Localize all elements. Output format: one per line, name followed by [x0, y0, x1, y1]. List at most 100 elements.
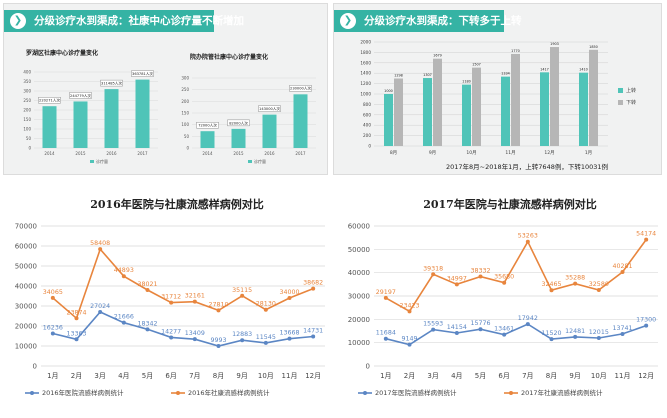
data-point: [263, 340, 268, 345]
data-label: 14731: [303, 328, 323, 335]
data-point: [240, 293, 245, 298]
bar: [589, 49, 598, 146]
data-label: 13461: [494, 326, 514, 333]
data-label: 1850: [589, 45, 598, 49]
bar: [550, 47, 559, 146]
data-label: 9993: [210, 337, 226, 344]
data-label-box: [100, 79, 123, 87]
chart-luohu: 0 50 100 150 200 250 300 350 400 220271人次 2014 2447…: [23, 70, 158, 164]
y-tick-label: 0: [33, 363, 37, 371]
data-point: [431, 272, 436, 277]
data-label: 29197: [376, 289, 396, 296]
y-tick-label: 1000: [360, 92, 371, 97]
data-label: 32580: [589, 281, 609, 288]
x-tick-label: 12月: [638, 372, 654, 380]
bar: [462, 84, 471, 146]
data-label: 1000: [384, 89, 393, 93]
bar: [42, 106, 57, 148]
data-point: [287, 296, 292, 300]
x-tick-label: 10月: [591, 372, 607, 380]
data-label: 244779人次: [70, 93, 91, 98]
y-tick-label: 40000: [348, 269, 370, 277]
x-tick-label: 7月: [189, 372, 200, 380]
x-tick-label: 4月: [451, 372, 462, 380]
chevron-right-icon: ❯: [10, 13, 26, 29]
data-label: 1507: [472, 63, 481, 67]
data-label: 13363: [66, 330, 86, 337]
legend-label: 上转: [626, 87, 636, 94]
x-tick-label: 1月: [47, 372, 58, 380]
data-point: [620, 270, 625, 275]
y-tick-label: 50: [184, 134, 190, 139]
y-tick-label: 20000: [15, 323, 37, 331]
x-tick-label: 2月: [71, 372, 82, 380]
data-point: [50, 331, 55, 336]
data-point: [596, 335, 601, 340]
data-point: [620, 331, 625, 336]
x-tick-label: 10月: [466, 150, 476, 156]
data-label: 17300: [636, 317, 656, 324]
bar: [262, 114, 277, 148]
chart-title: 2016年医院与社康流感样病例对比: [90, 197, 264, 211]
y-tick-label: 0: [28, 146, 31, 151]
data-label: 12015: [589, 329, 609, 336]
data-label: 34997: [447, 275, 467, 282]
data-point: [98, 247, 103, 252]
legend-label: 2017年医院流感样病例统计: [375, 388, 457, 397]
y-tick-label: 150: [181, 111, 189, 116]
y-tick-label: 200: [363, 133, 371, 138]
x-tick-label: 2016: [264, 151, 275, 156]
x-tick-label: 3月: [94, 372, 105, 380]
chart-subtitle-luohu: 罗湖区社康中心诊疗量变化: [26, 50, 99, 57]
data-point: [311, 334, 316, 339]
x-tick-label: 5月: [142, 372, 153, 380]
legend-label: 2017年社康流感样病例统计: [521, 388, 603, 397]
data-label-box: [38, 97, 61, 104]
x-tick-label: 1月: [585, 150, 592, 156]
legend-swatch: [90, 160, 94, 163]
data-label-box: [196, 122, 219, 129]
slide-community-visits: ❯ 分级诊疗水到渠成：社康中心诊疗量不断增加 罗湖区社康中心诊疗量变化 院办院管…: [3, 3, 328, 175]
data-label: 1417: [540, 67, 549, 71]
data-label: 1770: [511, 49, 520, 53]
legend-marker: [176, 391, 180, 395]
heading-part1: 分级诊疗水到渠成：: [34, 15, 129, 27]
data-label: 1307: [423, 73, 432, 77]
data-label: 35115: [232, 287, 252, 294]
heading-part2: 社康中心诊疗量不断增加: [128, 15, 245, 27]
data-label: 14277: [161, 328, 181, 335]
data-label: 35680: [494, 274, 514, 281]
data-label: 1298: [394, 74, 403, 78]
x-tick-label: 11月: [505, 150, 515, 156]
data-label: 143000人次: [259, 106, 280, 111]
data-label: 11684: [376, 330, 396, 337]
bar: [135, 79, 150, 148]
y-tick-label: 200: [181, 99, 189, 104]
data-point: [216, 308, 221, 313]
data-label: 13409: [185, 330, 205, 337]
data-label: 363781人次: [132, 71, 153, 76]
x-tick-label: 1月: [380, 372, 391, 380]
slide-referrals: ❯ 分级诊疗水到渠成：下转多于上转 0 200 400 600 800 1000 1200 1…: [333, 3, 662, 175]
series-line: [52, 247, 314, 320]
y-tick-label: 400: [23, 70, 31, 75]
y-tick-label: 100: [23, 127, 31, 132]
data-point: [478, 274, 483, 279]
data-label: 58408: [90, 240, 110, 247]
x-tick-label: 2月: [404, 372, 415, 380]
data-label: 44893: [114, 267, 134, 274]
data-point: [454, 330, 459, 335]
data-point: [121, 274, 126, 279]
x-tick-label: 2014: [202, 151, 213, 156]
data-point: [407, 309, 412, 314]
y-tick-label: 300: [181, 76, 189, 81]
data-point: [50, 295, 55, 300]
chart-flu-2016: 2016年医院与社康流感样病例对比 0 10000 20000 30000 40000 50…: [15, 197, 325, 397]
data-point: [525, 322, 530, 327]
x-tick-label: 9月: [569, 372, 580, 380]
data-label: 17942: [518, 315, 538, 322]
data-point: [644, 323, 649, 328]
data-point: [311, 286, 316, 291]
y-tick-label: 100: [181, 122, 189, 127]
y-tick-label: 1800: [360, 50, 371, 55]
